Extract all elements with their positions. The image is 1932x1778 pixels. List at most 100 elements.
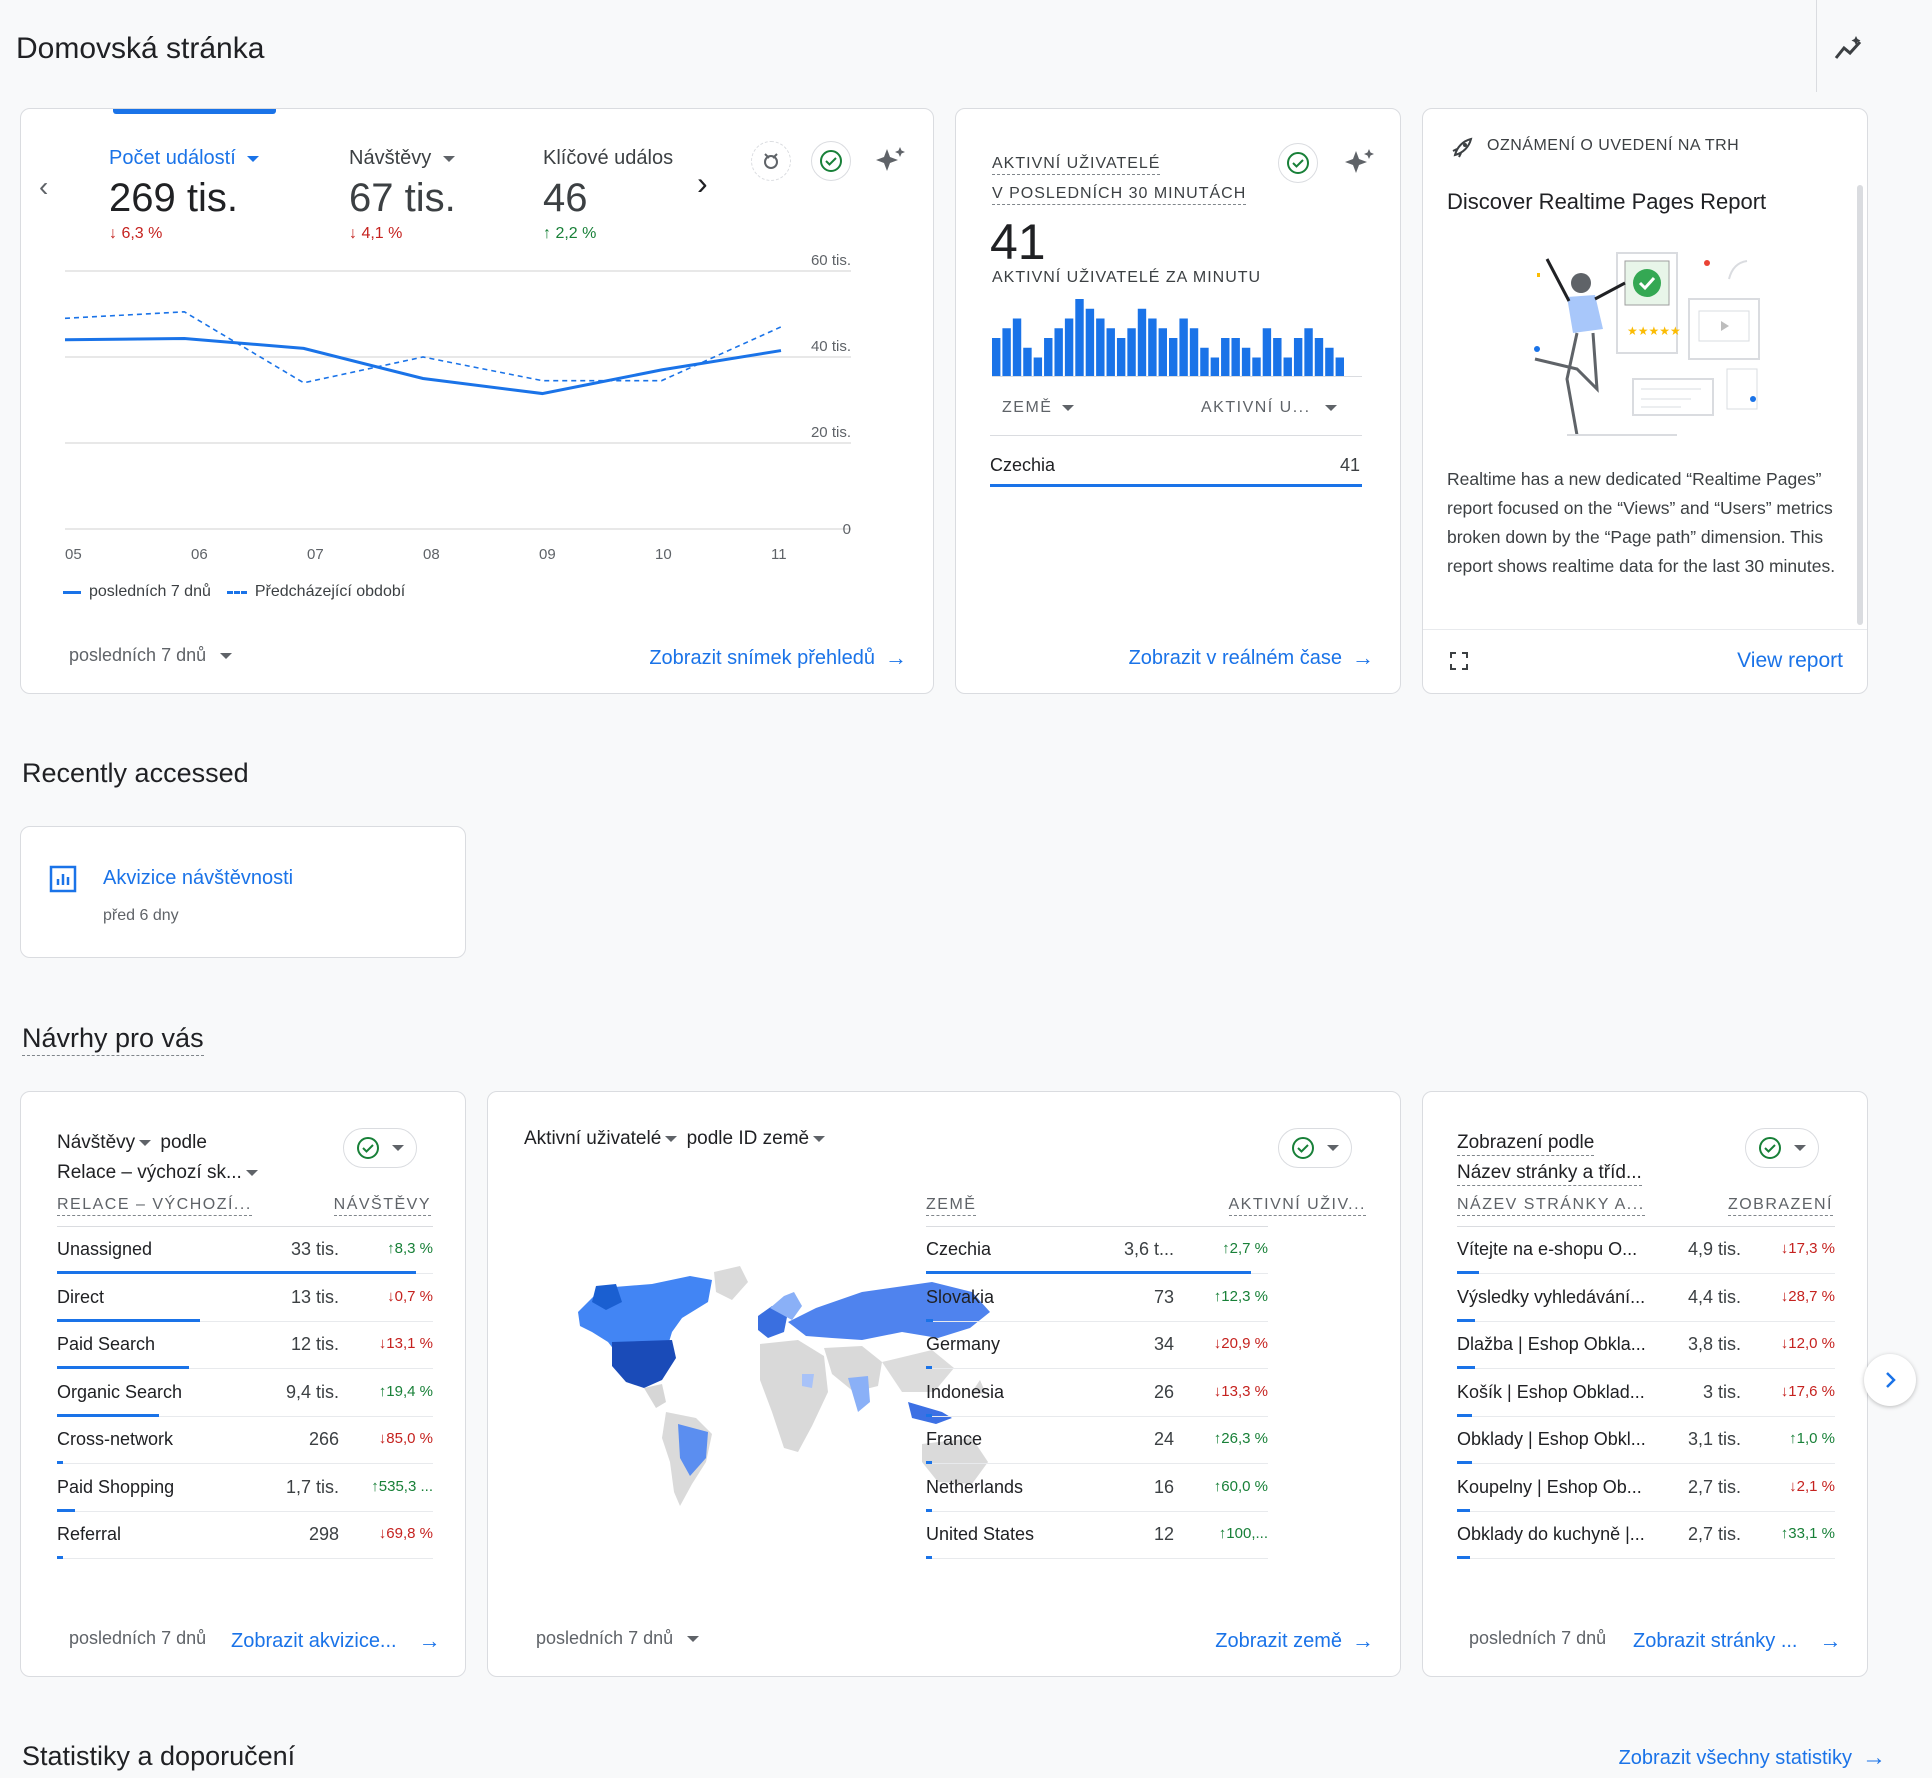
table-row[interactable]: Paid Shopping 1,7 tis. ↑535,3 ...: [57, 1465, 433, 1512]
realtime-bar[interactable]: [1335, 357, 1344, 378]
card1-col2[interactable]: Návštěvy: [333, 1196, 431, 1216]
view-realtime-link[interactable]: Zobrazit v reálném čase →: [1129, 645, 1374, 671]
next-metric-button[interactable]: ›: [697, 165, 708, 201]
table-row[interactable]: Direct 13 tis. ↓0,7 %: [57, 1275, 433, 1322]
status-check-icon[interactable]: [811, 141, 851, 181]
table-row[interactable]: Koupelny | Eshop Ob... 2,7 tis. ↓2,1 %: [1457, 1465, 1835, 1512]
realtime-bar[interactable]: [1221, 338, 1230, 377]
table-row[interactable]: Indonesia 26 ↓13,3 %: [926, 1370, 1268, 1417]
realtime-bar[interactable]: [1096, 318, 1105, 378]
announcement-scrollbar[interactable]: [1857, 185, 1863, 625]
realtime-bar[interactable]: [1200, 347, 1209, 377]
realtime-bar[interactable]: [1273, 338, 1282, 377]
table-row[interactable]: Germany 34 ↓20,9 %: [926, 1322, 1268, 1369]
realtime-bar[interactable]: [1012, 318, 1022, 378]
view-acquisition-link[interactable]: Zobrazit akvizice... →: [231, 1628, 441, 1654]
card2-dimension[interactable]: podle ID země: [686, 1128, 810, 1149]
realtime-col-users[interactable]: Aktivní u...: [1201, 399, 1337, 417]
realtime-bar[interactable]: [1262, 328, 1272, 377]
world-map[interactable]: [562, 1262, 1002, 1527]
view-all-insights-link[interactable]: Zobrazit všechny statistiky →: [1619, 1744, 1886, 1772]
table-row[interactable]: Organic Search 9,4 tis. ↑19,4 %: [57, 1370, 433, 1417]
table-row[interactable]: United States 12 ↑100,...: [926, 1512, 1268, 1559]
card3-dimension[interactable]: Název stránky a tříd...: [1457, 1162, 1642, 1186]
metric-key-events[interactable]: Klíčové událos 46 ↑ 2,2 %: [543, 147, 703, 243]
view-pages-link[interactable]: Zobrazit stránky ... →: [1633, 1628, 1842, 1654]
realtime-row[interactable]: Czechia 41: [990, 443, 1362, 487]
view-report-link[interactable]: View report: [1737, 649, 1843, 672]
card3-status-pill[interactable]: [1745, 1128, 1819, 1168]
card1-col1[interactable]: Relace – výchozí...: [57, 1196, 257, 1216]
table-row[interactable]: Referral 298 ↓69,8 %: [57, 1512, 433, 1559]
table-row[interactable]: Paid Search 12 tis. ↓13,1 %: [57, 1322, 433, 1369]
card1-status-pill[interactable]: [343, 1128, 417, 1168]
table-row[interactable]: Cross-network 266 ↓85,0 %: [57, 1417, 433, 1464]
realtime-bar[interactable]: [1283, 357, 1292, 378]
card2-metric[interactable]: Aktivní uživatelé: [524, 1128, 662, 1149]
card2-status-pill[interactable]: [1278, 1128, 1352, 1168]
card1-dimension[interactable]: Relace – výchozí sk...: [57, 1162, 242, 1183]
row-value: 2,7 tis.: [1687, 1476, 1741, 1497]
realtime-title[interactable]: Aktivní uživatelé v posledních 30 minutá…: [992, 149, 1247, 209]
realtime-bar[interactable]: [1085, 308, 1095, 377]
date-range-select[interactable]: posledních 7 dnů: [69, 645, 233, 666]
realtime-bar[interactable]: [1116, 338, 1126, 377]
table-row[interactable]: Výsledky vyhledávání... 4,4 tis. ↓28,7 %: [1457, 1275, 1835, 1322]
metric-visits[interactable]: Návštěvy 67 tis. ↓ 4,1 %: [349, 147, 519, 243]
realtime-bar[interactable]: [1106, 328, 1115, 377]
table-row[interactable]: Vítejte na e-shopu O... 4,9 tis. ↓17,3 %: [1457, 1227, 1835, 1274]
recent-item-card[interactable]: Akvizice návštěvnosti před 6 dny: [20, 826, 466, 958]
realtime-bar[interactable]: [1325, 347, 1334, 377]
table-row[interactable]: France 24 ↑26,3 %: [926, 1417, 1268, 1464]
card3-col1[interactable]: Název stránky a...: [1457, 1196, 1645, 1216]
realtime-col-country[interactable]: Země: [1002, 399, 1075, 417]
realtime-bar[interactable]: [1293, 338, 1303, 377]
view-overview-link[interactable]: Zobrazit snímek přehledů →: [649, 645, 907, 671]
realtime-bar[interactable]: [1033, 357, 1043, 378]
card1-metric[interactable]: Návštěvy: [57, 1132, 136, 1153]
table-row[interactable]: Obklady do kuchyně |... 2,7 tis. ↑33,1 %: [1457, 1512, 1835, 1559]
realtime-bar[interactable]: [1158, 328, 1167, 377]
table-row[interactable]: Netherlands 16 ↑60,0 %: [926, 1465, 1268, 1512]
realtime-bar[interactable]: [1148, 318, 1157, 378]
realtime-bar[interactable]: [1127, 328, 1136, 377]
prev-metric-button[interactable]: ‹: [39, 171, 49, 202]
card3-col2[interactable]: Zobrazení: [1727, 1196, 1833, 1216]
realtime-bar[interactable]: [1064, 318, 1074, 378]
realtime-bar[interactable]: [1002, 328, 1011, 377]
realtime-bar[interactable]: [1054, 328, 1063, 377]
view-countries-link[interactable]: Zobrazit země →: [1215, 1628, 1374, 1654]
metric-events[interactable]: Počet událostí 269 tis. ↓ 6,3 %: [109, 147, 289, 243]
realtime-bar[interactable]: [1075, 299, 1084, 377]
card2-col1[interactable]: Země: [926, 1196, 977, 1216]
status-check-icon[interactable]: [1278, 143, 1318, 183]
realtime-bar[interactable]: [1169, 338, 1178, 377]
card2-range-select[interactable]: posledních 7 dnů: [536, 1628, 700, 1649]
table-row[interactable]: Czechia 3,6 t... ↑2,7 %: [926, 1227, 1268, 1274]
realtime-bar[interactable]: [1231, 338, 1240, 377]
realtime-bar[interactable]: [1179, 318, 1188, 378]
table-row[interactable]: Dlažba | Eshop Obkla... 3,8 tis. ↓12,0 %: [1457, 1322, 1835, 1369]
realtime-bar[interactable]: [1241, 347, 1251, 377]
table-row[interactable]: Slovakia 73 ↑12,3 %: [926, 1275, 1268, 1322]
card2-col2[interactable]: Aktivní uživ...: [1228, 1196, 1366, 1216]
realtime-bar[interactable]: [1137, 308, 1147, 377]
realtime-bar[interactable]: [992, 338, 1001, 377]
anomaly-icon[interactable]: [751, 141, 791, 181]
insights-trend-icon[interactable]: [1832, 30, 1868, 66]
table-row[interactable]: Obklady | Eshop Obkl... 3,1 tis. ↑1,0 %: [1457, 1417, 1835, 1464]
realtime-bar[interactable]: [1023, 347, 1032, 377]
realtime-bar[interactable]: [1304, 328, 1313, 377]
realtime-bar[interactable]: [1210, 357, 1220, 378]
card3-metric[interactable]: Zobrazení podle: [1457, 1132, 1595, 1156]
sparkle-icon[interactable]: [873, 143, 909, 184]
realtime-bar[interactable]: [1044, 338, 1053, 377]
table-row[interactable]: Unassigned 33 tis. ↑8,3 %: [57, 1227, 433, 1274]
realtime-bar[interactable]: [1314, 338, 1324, 377]
table-row[interactable]: Košík | Eshop Obklad... 3 tis. ↓17,6 %: [1457, 1370, 1835, 1417]
realtime-bar[interactable]: [1252, 357, 1261, 378]
carousel-next-button[interactable]: [1864, 1354, 1916, 1406]
realtime-bar[interactable]: [1189, 328, 1199, 377]
expand-icon[interactable]: [1449, 651, 1469, 676]
sparkle-icon[interactable]: [1342, 145, 1378, 186]
